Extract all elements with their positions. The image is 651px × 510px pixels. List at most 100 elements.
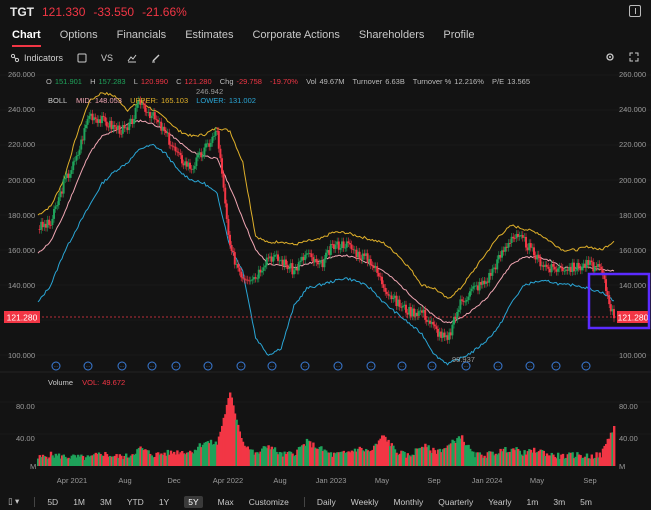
volume-bar [113,455,117,466]
candle-body [43,223,46,228]
candle-body [393,295,396,298]
volume-bar [302,444,305,466]
volume-bar [443,448,446,466]
candle-body [94,117,97,119]
candle-body [41,221,44,228]
volume-bar [294,454,297,466]
tab-shareholders[interactable]: Shareholders [358,29,425,41]
candle-body [534,255,537,260]
chart-style-icon[interactable] [127,53,137,63]
period-customize[interactable]: Customize [248,496,289,507]
volume-bar [273,447,277,466]
chart-type-toggle[interactable]: ▯ ▾ [8,496,20,506]
volume-bar [224,414,227,466]
interval-1m[interactable]: 1m [526,496,539,507]
volume-bar [101,455,104,466]
tab-profile[interactable]: Profile [443,29,475,41]
event-marker-dots: ··· [584,364,589,370]
candle-body [547,266,550,269]
volume-bar [601,448,605,466]
candle-body [110,120,113,130]
indicators-button[interactable]: Indicators [10,53,63,63]
volume-bar [237,424,240,466]
volume-bar [61,455,64,466]
price-axis-right-label: 100.000 [619,351,646,360]
volume-bar [582,457,585,466]
interval-yearly[interactable]: Yearly [488,496,512,507]
candle-body [40,221,43,230]
time-axis-label: Sep [427,476,440,485]
interval-weekly[interactable]: Weekly [350,496,379,507]
candle-body [147,112,150,113]
period-1y[interactable]: 1Y [158,496,170,507]
layout-icon[interactable] [77,53,87,63]
tab-options[interactable]: Options [59,29,98,41]
candle-body [521,235,524,238]
candle-body [553,266,556,270]
volume-bar [243,445,246,466]
chart-grid [0,74,651,435]
period-max[interactable]: Max [217,496,234,507]
interval-5m[interactable]: 5m [580,496,592,507]
tab-chart[interactable]: Chart [12,24,41,47]
candle-body [277,254,279,261]
period-5d[interactable]: 5D [47,496,59,507]
candle-body [128,122,131,131]
volume-bar [592,458,595,466]
candle-body [232,250,235,253]
candle-body [382,284,385,288]
candle-body [235,264,238,265]
interval-quarterly[interactable]: Quarterly [438,496,474,507]
candle-body [537,254,540,259]
candle-body [577,262,580,268]
interval-3m[interactable]: 3m [553,496,566,507]
low-marker: 98.937 [452,355,475,364]
tab-estimates[interactable]: Estimates [185,29,234,41]
tab-financials[interactable]: Financials [116,29,167,41]
volume-bar [123,455,126,466]
candle-body [222,173,225,188]
candle-body [457,309,460,312]
candle-body [379,276,382,278]
volume-bar [185,452,189,466]
candle-body [585,260,588,268]
event-marker-icon [147,361,157,371]
candle-body [593,265,596,272]
candle-body [528,243,531,251]
volume-bar [248,449,251,466]
candle-body [483,280,486,284]
period-1m[interactable]: 1M [73,496,85,507]
candle-body [113,124,116,127]
volume-bar [457,436,461,466]
period-3m[interactable]: 3M [100,496,112,507]
interval-daily[interactable]: Daily [316,496,336,507]
candle-body [432,321,435,325]
volume-bar [269,449,272,466]
volume-bar [568,452,571,466]
expand-window-icon[interactable] [629,5,641,17]
tab-corporate-actions[interactable]: Corporate Actions [252,29,340,41]
interval-monthly[interactable]: Monthly [393,496,424,507]
volume-bar [281,456,285,466]
volume-axis-right-label: 40.00 [619,434,638,443]
volume-bar [230,397,233,466]
volume-bar [184,454,187,466]
fullscreen-icon[interactable] [629,52,639,62]
period-ytd[interactable]: YTD [126,496,144,507]
volume-bar [593,457,597,466]
candle-body [366,253,369,263]
volume-bar [581,457,584,466]
volume-bar [78,456,81,466]
price-chart[interactable]: ··· ··· ··· ··· ··· ··· ··· ··· ··· ··· ··· ··· ··· ·… [0,67,651,492]
candle-body [601,269,604,276]
volume-bar [144,449,147,466]
settings-icon[interactable] [605,52,615,62]
volume-bar [171,453,174,466]
volume-bar [251,449,254,466]
draw-icon[interactable] [151,53,161,63]
candle-body [473,285,476,287]
candle-body [421,310,423,313]
compare-button[interactable]: VS [101,53,114,63]
period-5y[interactable]: 5Y [184,495,203,508]
candle-body [518,235,521,237]
